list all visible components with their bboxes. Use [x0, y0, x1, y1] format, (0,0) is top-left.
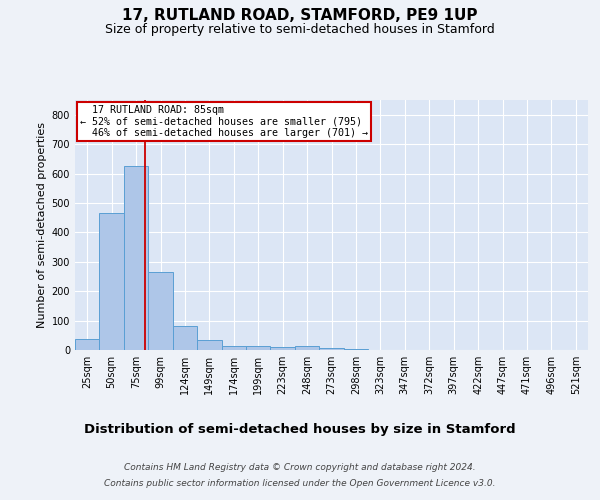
Text: Contains public sector information licensed under the Open Government Licence v3: Contains public sector information licen…: [104, 479, 496, 488]
Text: 17 RUTLAND ROAD: 85sqm  
← 52% of semi-detached houses are smaller (795)
  46% o: 17 RUTLAND ROAD: 85sqm ← 52% of semi-det…: [80, 105, 368, 138]
Text: 17, RUTLAND ROAD, STAMFORD, PE9 1UP: 17, RUTLAND ROAD, STAMFORD, PE9 1UP: [122, 8, 478, 22]
Bar: [271, 347, 295, 350]
Bar: [344, 348, 368, 350]
Bar: [173, 326, 197, 350]
Text: Distribution of semi-detached houses by size in Stamford: Distribution of semi-detached houses by …: [84, 422, 516, 436]
Bar: [197, 340, 221, 350]
Bar: [148, 272, 173, 350]
Bar: [295, 346, 319, 350]
Text: Size of property relative to semi-detached houses in Stamford: Size of property relative to semi-detach…: [105, 22, 495, 36]
Text: Contains HM Land Registry data © Crown copyright and database right 2024.: Contains HM Land Registry data © Crown c…: [124, 462, 476, 471]
Bar: [100, 213, 124, 350]
Y-axis label: Number of semi-detached properties: Number of semi-detached properties: [37, 122, 47, 328]
Bar: [221, 346, 246, 350]
Bar: [124, 166, 148, 350]
Bar: [319, 348, 344, 350]
Bar: [246, 346, 271, 350]
Bar: [75, 339, 100, 350]
